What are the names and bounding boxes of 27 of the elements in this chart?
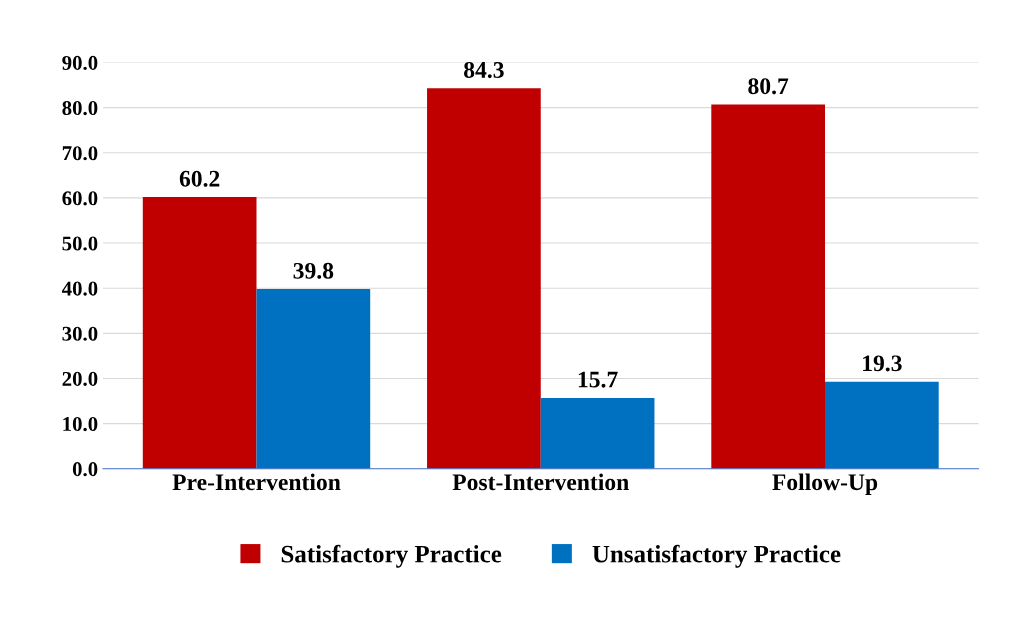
bar <box>825 381 939 469</box>
data-label: 19.3 <box>863 355 902 372</box>
data-label: 84.3 <box>464 61 504 78</box>
legend-label: Unsatisfactory Practice <box>592 544 841 568</box>
y-tick-label: 0.0 <box>72 462 98 477</box>
y-tick-label: 70.0 <box>62 146 98 161</box>
y-tick-label: 10.0 <box>63 416 98 432</box>
legend-label: Satisfactory Practice <box>281 544 502 568</box>
y-tick-label: 20.0 <box>62 371 98 386</box>
y-tick-label: 40.0 <box>61 281 98 296</box>
bar <box>540 397 655 469</box>
bar <box>256 289 371 469</box>
data-label: 80.7 <box>748 78 789 95</box>
x-tick-label: Pre-Intervention <box>172 473 341 491</box>
data-label: 60.2 <box>179 170 220 187</box>
y-tick-label: 50.0 <box>62 236 98 251</box>
data-label: 15.7 <box>578 371 618 388</box>
x-tick-label: Post-Intervention <box>452 473 629 491</box>
data-label: 39.8 <box>293 262 334 279</box>
y-tick-label: 80.0 <box>62 101 98 116</box>
bar <box>142 197 257 469</box>
x-tick-label: Follow-Up <box>772 473 878 496</box>
y-tick-label: 90.0 <box>62 55 98 71</box>
bar <box>427 88 541 469</box>
bar <box>711 104 825 469</box>
y-tick-label: 60.0 <box>62 191 98 206</box>
y-tick-label: 30.0 <box>62 326 98 341</box>
